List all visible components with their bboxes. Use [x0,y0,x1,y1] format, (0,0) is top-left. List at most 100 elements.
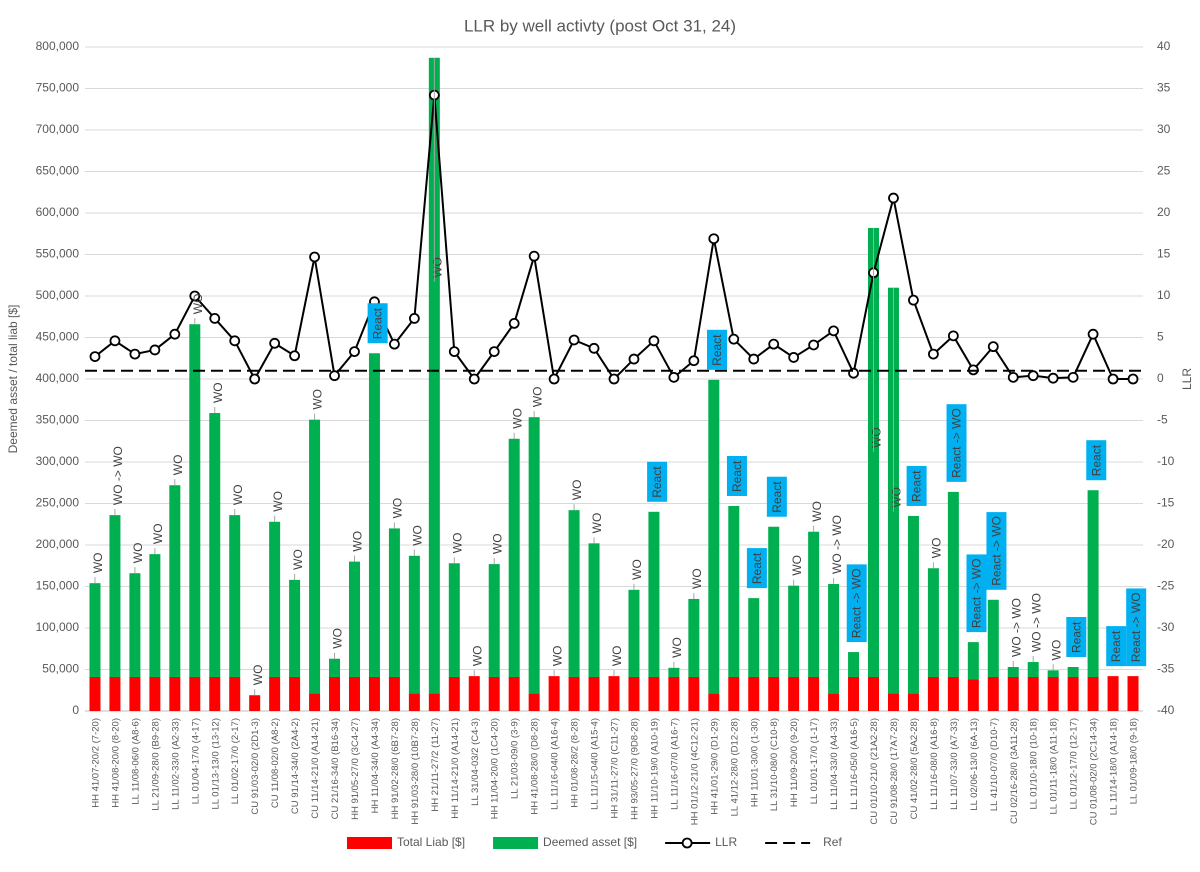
x-tick-label: HH 91/05-27/0 (3C4-27) [350,718,361,820]
y2-tick-label: -40 [1157,703,1175,717]
legend-label: Total Liab [$] [397,835,465,849]
bar [708,693,720,711]
annotation-text: WO [311,389,325,410]
y-tick-label: 50,000 [42,662,79,676]
bar [648,511,660,677]
x-tick-label: CU 01/08-02/0 (2C14-34) [1089,718,1100,825]
x-tick-label: LL 41/10-07/0 (D10-7) [989,718,1000,811]
annotation-text: WO [131,543,145,564]
annotation-box [746,548,767,589]
annotations: WO WO -> WO WO WO WO WO WO WO WO WO WO WO WO WO React W… [91,57,1147,696]
legend-marker [681,837,693,849]
annotation: WO [690,568,704,589]
annotation: WO [291,549,305,570]
bar [588,676,600,711]
line-marker [349,346,360,358]
bar [927,568,939,677]
bar [348,561,360,677]
line-marker [129,348,141,360]
annotation-text: WO [890,487,904,508]
bar [788,676,800,711]
annotation: React [706,329,727,370]
annotation: WO [151,523,165,544]
line-marker [828,325,839,337]
x-tick-label: HH 41/07-20/2 (7-20) [90,718,101,808]
line-marker [389,338,400,350]
bar [688,598,700,677]
annotation: WO [171,455,185,476]
line-marker [229,335,241,347]
y2-tick-label: 35 [1157,81,1171,95]
line-marker [1047,372,1059,384]
bar [548,676,560,711]
x-tick-label: HH 01/08-28/2 (8-28) [570,718,581,808]
annotation: WO [790,555,804,576]
x-tick-label: HH 91/03-28/0 (10B7-28) [410,718,421,825]
line-marker [708,233,720,245]
bar [828,584,840,694]
annotation-text: WO [450,533,464,554]
y-tick-label: 600,000 [36,205,80,219]
bar [808,531,820,677]
x-tick-label: HH 93/05-27/0 (9D8-28) [629,718,640,820]
bar [309,419,321,694]
y2-tick-label: -20 [1157,537,1175,551]
bar [1047,670,1059,677]
y2-tick-label: 40 [1157,39,1171,53]
bars [89,57,1139,711]
line-marker [1067,371,1079,383]
line-marker [568,334,580,346]
x-tick-label: LL 01/01-17/0 (1-17) [809,718,820,804]
bar [269,676,281,711]
annotation: WO [251,665,265,686]
annotation-text: WO [1049,640,1063,661]
annotation: React [746,548,767,589]
y-tick-label: 350,000 [36,413,80,427]
x-tick-label: HH 41/08-28/0 (D8-28) [530,718,541,815]
bar [209,413,221,677]
annotation: WO [470,645,484,666]
y2-tick-label: -10 [1157,454,1175,468]
line-marker [888,192,899,204]
annotation-text: WO [610,645,624,666]
annotation-box [1066,616,1087,658]
line-marker [908,294,919,306]
annotation: WO [670,637,684,658]
annotation-box [367,303,388,344]
annotation-box [726,455,747,496]
line-marker [788,352,800,363]
bar [528,693,540,711]
annotation-text: WO [291,549,305,570]
line-marker [1127,373,1139,385]
annotation: WO [590,513,604,534]
line-marker [728,333,740,345]
bar [368,676,380,711]
bar [109,515,121,677]
annotation: React [647,461,668,502]
annotation: WO [610,645,624,666]
annotation-box [766,476,787,517]
annotation: React [1086,440,1107,481]
annotation-text: React -> WO [989,516,1003,586]
x-tick-label: HH 11/09-20/0 (9-20) [789,718,800,807]
bar [448,676,460,711]
line-marker [289,350,301,362]
annotation: WO [570,479,584,500]
bar [1067,667,1079,677]
annotation: React -> WO [966,554,987,633]
annotation-text: React -> WO [1129,592,1143,662]
y-tick-label: 200,000 [36,537,80,551]
annotation-box [1086,440,1107,481]
annotation: WO -> WO [830,515,844,574]
y-tick-label: 500,000 [36,288,80,302]
annotation-box [966,554,987,633]
bar [868,227,880,677]
x-tick-label: LL 01/11-18/0 (A11-18) [1049,718,1060,814]
y2-tick-label: 15 [1157,247,1171,261]
x-tick-label: HH 91/02-28/0 (6B7-28) [390,718,401,819]
x-tick-label: LL 21/03-09/0 (3-9) [510,718,521,799]
line-marker [329,370,340,382]
annotation-box [647,461,668,502]
line-marker [408,313,420,324]
